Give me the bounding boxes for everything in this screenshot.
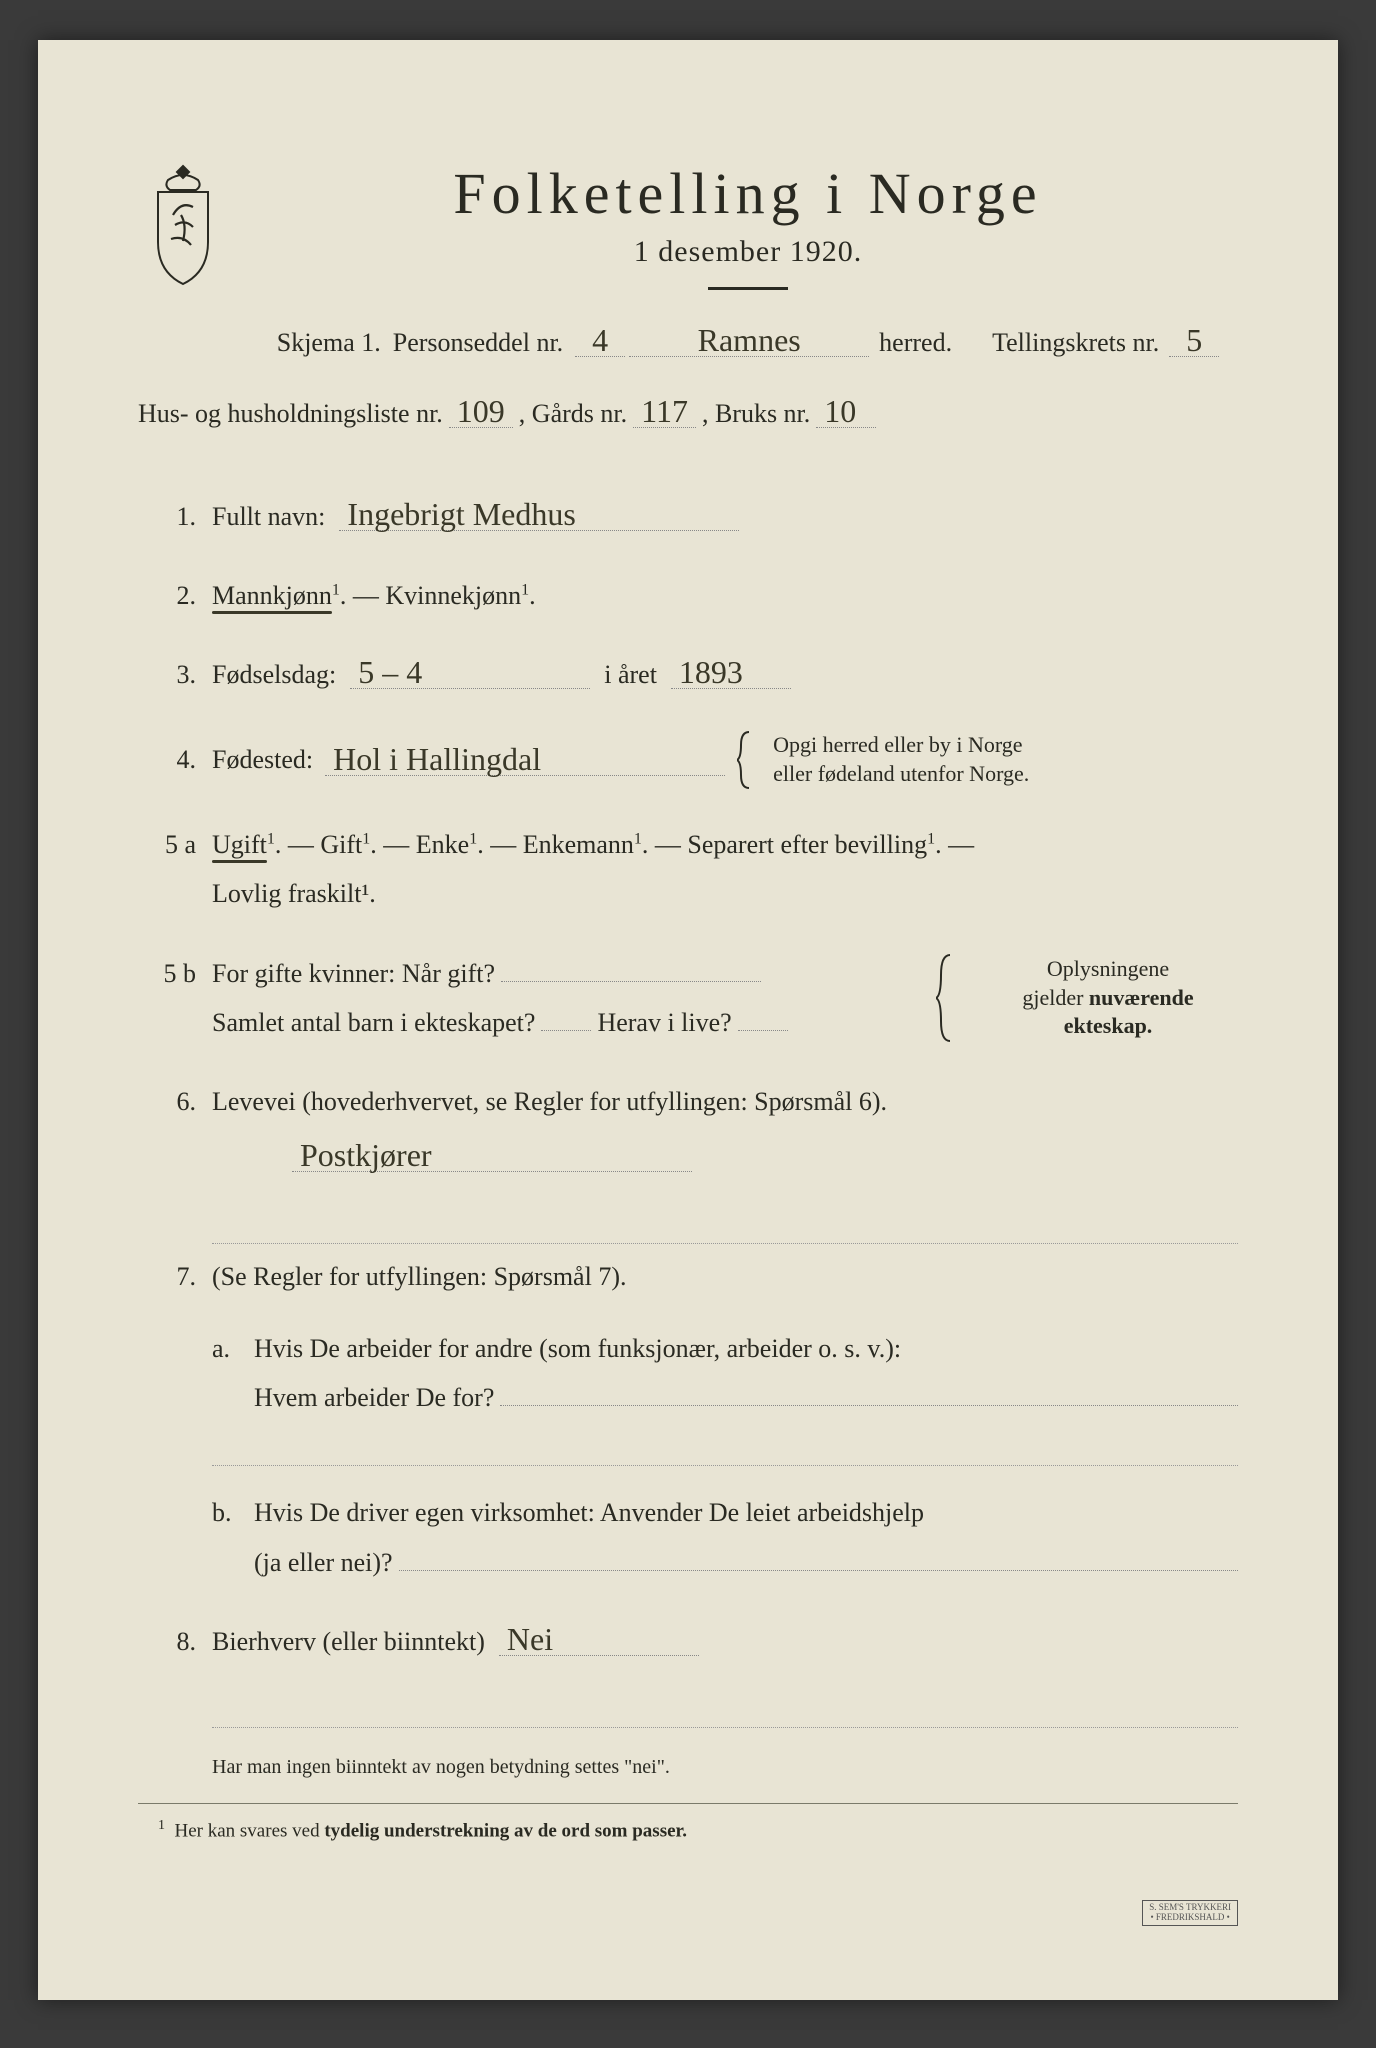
sup1: 1 [332,581,340,598]
q7b-l1: Hvis De driver egen virksomhet: Anvender… [254,1498,924,1527]
personseddel-label: Personseddel nr. [393,328,563,358]
title-block: Folketelling i Norge 1 desember 1920. Sk… [258,160,1238,381]
q3-mid: i året [604,650,657,699]
q5a-num: 5 a [138,820,196,869]
q4-note2: eller fødeland utenfor Norge. [773,761,1029,786]
q7: 7. (Se Regler for utfyllingen: Spørsmål … [138,1252,1238,1587]
coat-of-arms-icon [138,160,228,290]
q4: 4. Fødested: Hol i Hallingdal Opgi herre… [138,730,1238,790]
q4-num: 4. [138,735,196,784]
q8: 8. Bierhverv (eller biinntekt) Nei [138,1617,1238,1666]
questions: 1. Fullt navn: Ingebrigt Medhus 2. Mannk… [138,492,1238,1843]
footnote: 1 Her kan svares ved tydelig understrekn… [158,1818,1238,1842]
q8-value: Nei [499,1623,699,1656]
q5b-left: For gifte kvinner: Når gift? Samlet anta… [212,949,912,1048]
q2-kvinne: Kvinnekjønn [385,581,521,610]
q7a-num: a. [212,1324,240,1423]
skjema-label: Skjema 1. [277,328,381,358]
q6: 6. Levevei (hovederhvervet, se Regler fo… [138,1077,1238,1182]
q4-note: Opgi herred eller by i Norge eller fødel… [773,731,1029,788]
q7a-value [500,1405,1238,1406]
q5b: 5 b For gifte kvinner: Når gift? Samlet … [138,949,1238,1048]
q1-label: Fullt navn: [212,492,325,541]
q5a-opts2: Lovlig fraskilt¹. [212,879,376,908]
q8-line2 [212,1696,1238,1728]
q1: 1. Fullt navn: Ingebrigt Medhus [138,492,1238,541]
q7-num: 7. [138,1252,196,1301]
q7-header: (Se Regler for utfyllingen: Spørsmål 7). [212,1262,626,1291]
q4-value: Hol i Hallingdal [325,743,725,776]
q3-day: 5 – 4 [350,656,590,689]
q4-label: Fødested: [212,735,313,784]
q7a-l1: Hvis De arbeider for andre (som funksjon… [254,1334,901,1363]
printer-mark: S. SEM'S TRYKKERI• FREDRIKSHALD • [1142,1900,1238,1926]
q5a-ugift: Ugift [212,830,267,859]
tail-note: Har man ingen biinntekt av nogen betydni… [212,1756,1238,1779]
q5b-l1a: For gifte kvinner: Når gift? [212,949,495,998]
q2-mann: Mannkjønn [212,581,332,610]
q7b-value [399,1570,1238,1571]
husliste-nr: 109 [449,395,513,428]
gards-nr: 117 [633,395,696,428]
bruks-nr: 10 [816,395,876,428]
q5b-note: Oplysningene gjelder nuværende ekteskap. [978,955,1238,1041]
left-brace-icon [737,730,753,790]
husliste-row: Hus- og husholdningsliste nr. 109 , Gård… [138,391,876,438]
herred-value: Ramnes [629,324,869,357]
gards-label: , Gårds nr. [519,391,627,438]
q5b-l2b: Herav i live? [597,998,731,1047]
tellingskrets-label: Tellingskrets nr. [992,320,1159,367]
footer-rule [138,1803,1238,1804]
q3-num: 3. [138,650,196,699]
sup1b: 1 [521,581,529,598]
q5b-l2a: Samlet antal barn i ekteskapet? [212,998,535,1047]
q6-label: Levevei (hovederhvervet, se Regler for u… [212,1087,887,1116]
tellingskrets-nr: 5 [1169,324,1219,357]
left-brace-icon-2 [936,953,954,1043]
q6-num: 6. [138,1077,196,1126]
bruks-label: , Bruks nr. [702,391,810,438]
q3: 3. Fødselsdag: 5 – 4 i året 1893 [138,650,1238,699]
q3-label: Fødselsdag: [212,650,336,699]
q2-num: 2. [138,571,196,620]
printer-text: S. SEM'S TRYKKERI• FREDRIKSHALD • [1149,1902,1231,1922]
herred-label: herred. [879,320,952,367]
q4-note1: Opgi herred eller by i Norge [773,732,1022,757]
q5b-num: 5 b [138,949,196,998]
header: Folketelling i Norge 1 desember 1920. Sk… [138,160,1238,381]
q5a: 5 a Ugift1. — Gift1. — Enke1. — Enkemann… [138,820,1238,919]
main-title: Folketelling i Norge [258,160,1238,227]
q2: 2. Mannkjønn1. — Kvinnekjønn1. [138,571,1238,620]
herred-row: Ramnes herred. Tellingskrets nr. 5 [629,320,1219,367]
q1-value: Ingebrigt Medhus [339,498,739,531]
q2-end: . [529,581,536,610]
q8-num: 8. [138,1617,196,1666]
q6-line2 [212,1212,1238,1244]
q3-year: 1893 [671,656,791,689]
q8-label: Bierhverv (eller biinntekt) [212,1617,485,1666]
q2-sep: . — [340,581,386,610]
q5b-live [738,1030,788,1031]
q7a-l2: Hvem arbeider De for? [254,1373,494,1422]
q7b-num: b. [212,1488,240,1587]
census-form-page: Folketelling i Norge 1 desember 1920. Sk… [38,40,1338,2000]
q6-value: Postkjører [292,1139,692,1172]
q5b-gift-value [501,981,761,982]
personseddel-nr: 4 [575,324,625,357]
husliste-label: Hus- og husholdningsliste nr. [138,391,443,438]
title-divider [708,287,788,290]
q7b-l2: (ja eller nei)? [254,1538,393,1587]
q7a-line2 [212,1434,1238,1466]
q5b-note1: Oplysningene [1047,956,1169,981]
q5b-note3: ekteskap. [1064,1013,1153,1038]
skjema-row: Skjema 1. Personseddel nr. 4 [277,324,625,358]
q5b-note2: gjelder nuværende [1022,985,1193,1010]
q1-num: 1. [138,492,196,541]
subtitle: 1 desember 1920. [258,235,1238,269]
q5b-barn [541,1030,591,1031]
